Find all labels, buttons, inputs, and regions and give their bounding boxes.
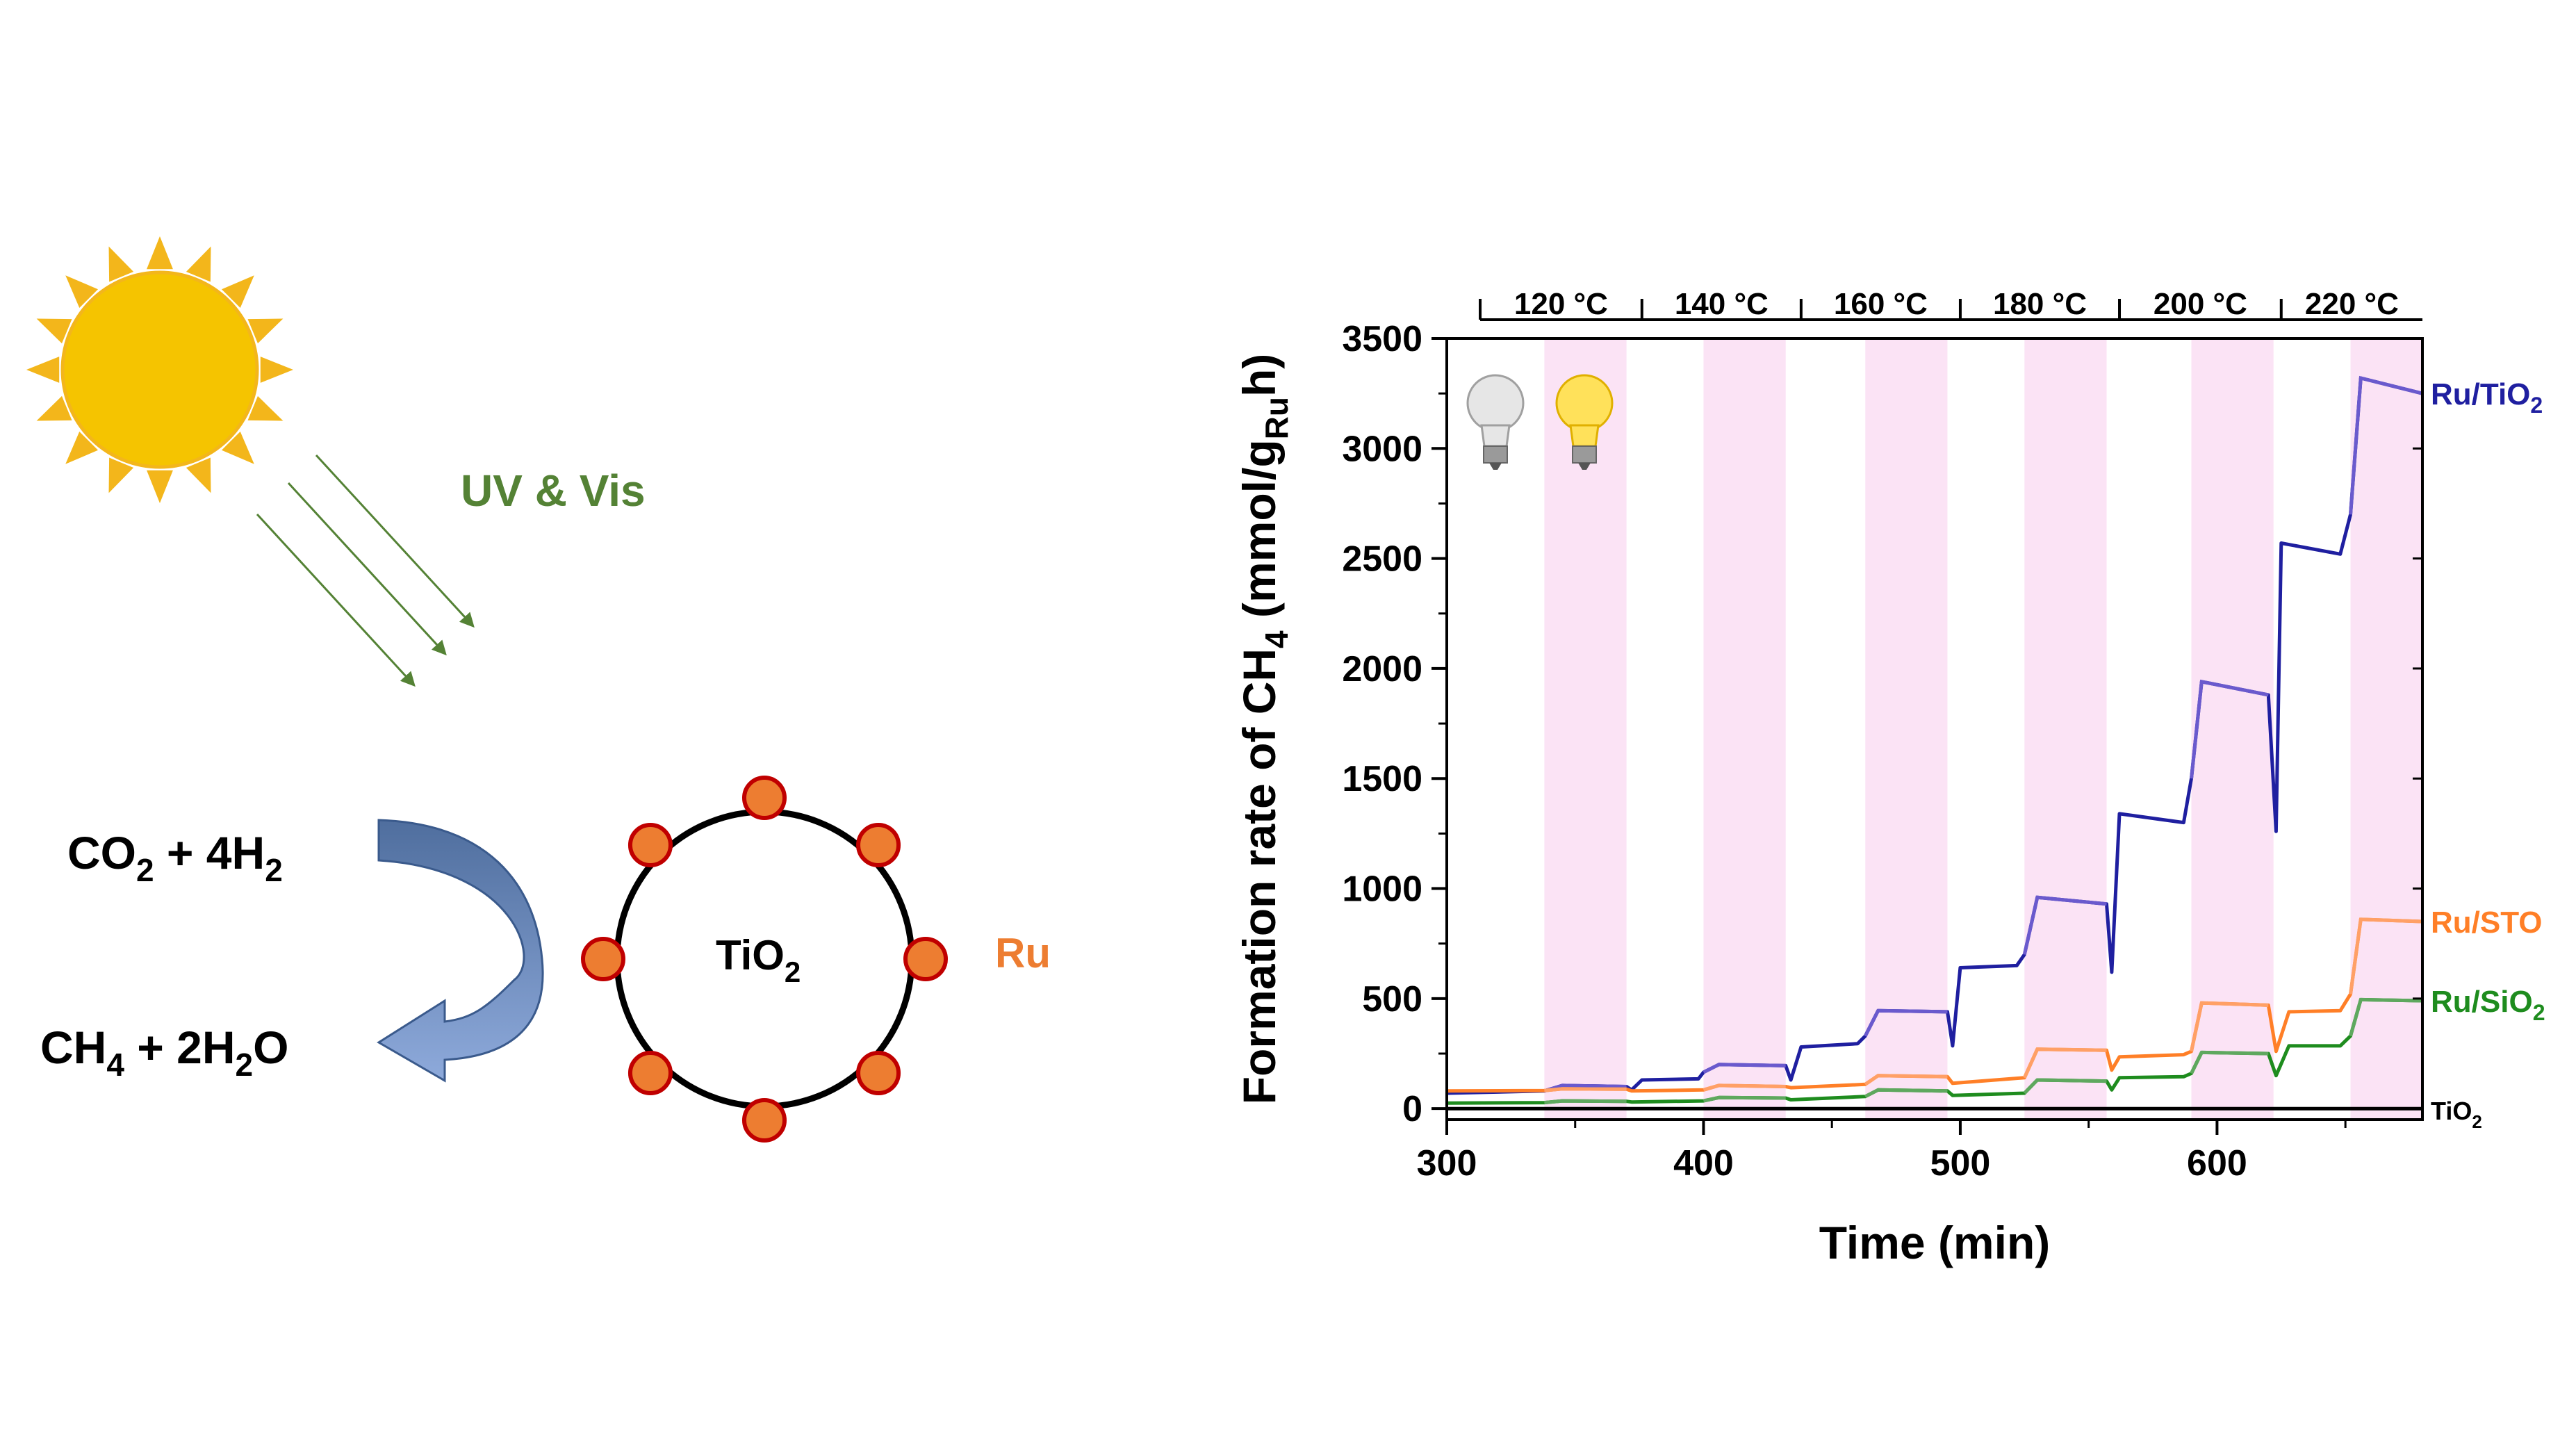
ru-nanoparticle [581,937,625,981]
light-on-window [2024,338,2107,1120]
light-on-window [1703,338,1786,1120]
series-light-segment [1703,1063,1786,1074]
series-light-segment [1703,1095,1786,1103]
y-tick-label: 3500 [1342,319,1422,359]
series-light-segment [1544,1099,1627,1105]
sun-ray [147,236,173,270]
series-light-segment [2349,917,2423,994]
reaction-scheme: UV & Vis CO2 + 4H2 CH4 + 2H2O TiO2 Ru [26,236,1051,1143]
chart: 120 °C 140 °C 160 °C 180 °C 200 °C 220 °C 0 50… [1233,287,2545,1268]
y-axis-label: Formation rate of CH4 (mmol/gRuh) [1233,354,1295,1105]
ru-nanoparticle [856,1051,901,1096]
series-light-segment [2190,1050,2269,1074]
sun-ray [186,246,211,282]
series-light-segment [2022,895,2107,956]
series-light-segment [1864,1088,1948,1099]
light-on-window [2350,338,2422,1120]
x-axis-label: Time (min) [1819,1217,2050,1268]
reactants-equation: CO2 + 4H2 [67,827,283,888]
temperature-label: 140 °C [1675,287,1769,321]
ru-nanoparticle [856,822,901,867]
temperature-label: 120 °C [1514,287,1608,321]
temperature-bar: 120 °C 140 °C 160 °C 180 °C 200 °C 220 °C [1479,287,2422,321]
sun-ray [36,395,72,421]
sun-ray [65,275,99,309]
series-label: Ru/TiO2 [2431,377,2543,418]
y-tick-label: 1500 [1342,759,1422,799]
ru-nanoparticle [627,1051,673,1096]
series-light-segment [2023,1047,2107,1079]
series-light-segment [1863,1008,1948,1037]
temperature-label: 160 °C [1834,287,1928,321]
series-label: TiO2 [2431,1097,2482,1132]
series-light-segment [1864,1074,1948,1086]
y-tick-label: 3000 [1342,429,1422,469]
sun-ray [26,357,60,383]
metal-label: Ru [995,930,1051,976]
x-tick-label: 600 [2187,1143,2247,1184]
support-label: TiO2 [716,932,801,988]
series-light-segment [2349,375,2423,515]
temperature-label: 200 °C [2153,287,2247,321]
ru-nanoparticle [742,776,787,820]
sun-ray [260,357,293,383]
bulb-off-icon [1466,374,1525,470]
ru-nanoparticle [903,937,948,981]
sun-ray [221,431,254,464]
series-line [1446,376,2423,1095]
plot-frame [1445,337,2424,1121]
sun-ray [36,318,72,344]
light-arrows [256,454,475,687]
sun-icon [26,236,293,503]
series-light-segment [2190,679,2269,779]
series-light-segment [1703,1083,1786,1092]
x-axis: 300 400 500 600 [1417,1120,2347,1184]
sun-ray [65,431,99,464]
sun-ray [147,470,173,503]
ru-nanoparticle [742,1098,787,1143]
sun-ray [247,318,284,344]
x-tick-label: 300 [1417,1143,1477,1184]
sun-ray [186,457,211,493]
sun-ray [108,457,134,493]
sun-ray [247,395,284,421]
y-tick-label: 1000 [1342,869,1422,910]
series-lines [1446,375,2423,1111]
light-on-window [2191,338,2274,1120]
series-light-segment [2190,1001,2269,1052]
sun-ray [108,246,134,282]
light-on-window [1865,338,1948,1120]
series-light-segment [2349,997,2423,1037]
y-tick-label: 500 [1362,979,1422,1020]
series-label: Ru/SiO2 [2431,985,2545,1025]
y-tick-label: 2000 [1342,649,1422,689]
x-tick-label: 500 [1930,1143,1991,1184]
light-label: UV & Vis [461,466,646,516]
series-light-segment [1544,1087,1627,1092]
temperature-label: 180 °C [1993,287,2087,321]
sun-disc [60,270,259,469]
ru-nanoparticle [627,822,673,867]
x-tick-label: 400 [1673,1143,1734,1184]
sun-ray [221,275,254,309]
y-tick-label: 0 [1402,1089,1422,1129]
products-equation: CH4 + 2H2O [40,1022,288,1083]
curved-reaction-arrow [377,819,544,1083]
bulb-on-icon [1555,374,1614,470]
y-tick-label: 2500 [1342,539,1422,580]
temperature-label: 220 °C [2305,287,2399,321]
y-axis: 0 500 1000 1500 2000 2500 3000 3500 [1342,319,2422,1129]
series-labels: Ru/TiO2 Ru/STO Ru/SiO2 TiO2 [2431,377,2545,1132]
series-label: Ru/STO [2431,906,2543,940]
ru-nanoparticles [581,776,948,1143]
bulb-legend [1466,374,1614,470]
light-on-windows [1544,338,2422,1120]
series-light-segment [2023,1078,2107,1095]
